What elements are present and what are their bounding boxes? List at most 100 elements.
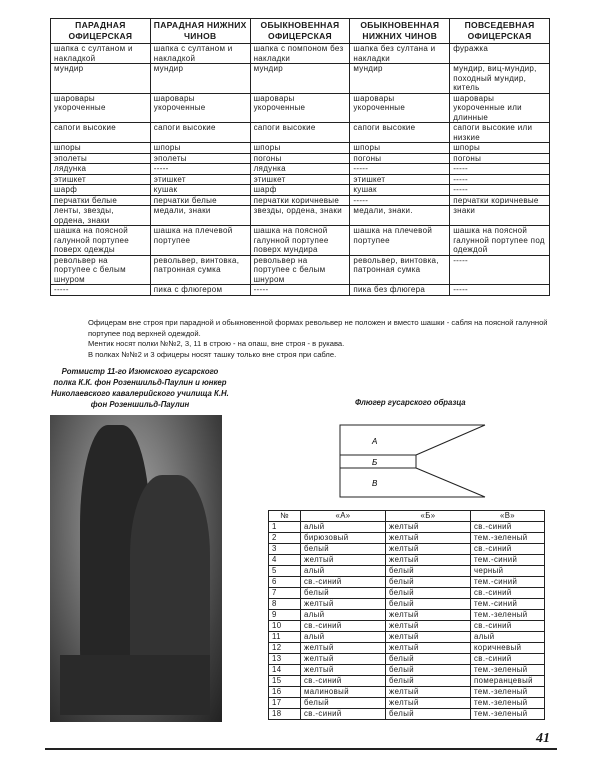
note: Офицерам вне строя при парадной и обыкно… (88, 318, 548, 338)
table-cell: желтый (300, 664, 386, 676)
pennant-upper-edge (415, 424, 486, 456)
table-cell: револьвер на портупее с белым шнуром (50, 254, 151, 285)
table-cell: 6 (268, 576, 301, 588)
table-cell: медали, знаки (149, 205, 251, 226)
pennant-color-table: № «А» «Б» «В» 1 алый желтый св.-синий 2 бирюзовы… (268, 510, 545, 720)
photo (50, 415, 222, 722)
table-cell: сапоги высокие (50, 122, 151, 143)
table-cell: св.-синий (470, 620, 545, 632)
table-cell: св.-синий (300, 675, 386, 687)
table-cell: шарф (50, 184, 151, 196)
table-cell: 2 (268, 532, 301, 544)
table-cell: алый (300, 631, 386, 643)
table-cell: шашка на плечевой портупее (349, 225, 451, 256)
table-cell: шпоры (249, 142, 351, 154)
notes: Офицерам вне строя при парадной и обыкно… (88, 318, 558, 360)
table-cell: белый (300, 587, 386, 599)
table-row: 16 малиновый желтый тем.-зеленый (268, 686, 545, 698)
table-row: шашка на поясной галунной портупее повер… (50, 225, 550, 256)
table-cell: револьвер на портупее с белым шнуром (249, 254, 351, 285)
table-cell: ----- (249, 284, 351, 296)
column-header: ОБЫКНОВЕННАЯ ОФИЦЕРСКАЯ (249, 18, 351, 44)
table-row: 12 желтый желтый коричневый (268, 642, 545, 654)
table-cell: желтый (300, 554, 386, 566)
table-cell: ----- (149, 163, 251, 175)
table-cell: фуражка (449, 43, 550, 64)
table-cell: кушак (349, 184, 451, 196)
table-cell: мундир (149, 63, 251, 94)
table-cell: ----- (50, 284, 151, 296)
pennant-lower-edge (415, 467, 486, 498)
column-header: «А» (300, 510, 386, 522)
table-cell: белый (385, 675, 471, 687)
table-cell: желтый (385, 521, 471, 533)
table-cell: желтый (385, 631, 471, 643)
note: В полках №№2 и 3 офицеры носят ташку тол… (88, 349, 337, 359)
table-cell: 13 (268, 653, 301, 665)
table-cell: 14 (268, 664, 301, 676)
table-cell: погоны (349, 152, 451, 164)
table-cell: шашка на поясной галунной портупее под о… (449, 225, 550, 256)
table-cell: св.-синий (300, 576, 386, 588)
table-cell: пика без флюгера (349, 284, 451, 296)
table-cell: погоны (249, 152, 351, 164)
note: Ментик носят полки №№2, 3, 11 в строю - … (88, 339, 345, 348)
table-row: 14 желтый белый тем.-зеленый (268, 664, 545, 676)
uniform-table: ПАРАДНАЯ ОФИЦЕРСКАЯ ПАРАДНАЯ НИЖНИХ ЧИНОВ… (50, 18, 550, 296)
table-cell: белый (385, 565, 471, 577)
table-row: 1 алый желтый св.-синий (268, 521, 545, 533)
table-cell: шаровары укороченные (50, 92, 151, 123)
table-cell: 12 (268, 642, 301, 654)
table-row: 10 св.-синий желтый св.-синий (268, 620, 545, 632)
table-row: этишкет этишкет этишкет этишкет ----- (50, 173, 550, 185)
table-cell: тем.-зеленый (470, 697, 545, 709)
table-cell: ----- (449, 163, 550, 175)
table-cell: белый (300, 697, 386, 709)
table-cell: белый (385, 708, 471, 720)
table-cell: тем.-синий (470, 554, 545, 566)
table-cell: 15 (268, 675, 301, 687)
table-cell: сапоги высокие или низкие (449, 122, 550, 143)
photo-caption: Ротмистр 11-го Изюмского гусарского полк… (51, 367, 229, 409)
table-row: перчатки белые перчатки белые перчатки кор… (50, 194, 550, 206)
table-cell: тем.-синий (470, 576, 545, 588)
pennant-diagram: А Б В (339, 424, 486, 498)
table-cell: белый (385, 598, 471, 610)
column-header: ОБЫКНОВЕННАЯ НИЖНИХ ЧИНОВ (349, 18, 451, 44)
table-row: шапка с султаном и накладкой шапка с султ… (50, 43, 550, 64)
table-cell: мундир (249, 63, 351, 94)
table-cell: белый (385, 587, 471, 599)
column-header: «Б» (385, 510, 471, 522)
table-cell: св.-синий (470, 587, 545, 599)
table-cell: ----- (449, 173, 550, 185)
table-cell: 7 (268, 587, 301, 599)
table-cell: шаровары укороченные (349, 92, 451, 123)
column-header: ПАРАДНАЯ ОФИЦЕРСКАЯ (50, 18, 151, 44)
table-cell: перчатки белые (50, 194, 151, 206)
label-a: А (371, 437, 377, 446)
table-cell: белый (385, 576, 471, 588)
table-cell: алый (300, 609, 386, 621)
table-cell: померанцевый (470, 675, 545, 687)
table-cell: шаровары укороченные (249, 92, 351, 123)
table-cell: св.-синий (470, 521, 545, 533)
table-row: шпоры шпоры шпоры шпоры шпоры (50, 142, 550, 154)
table-cell: шашка на поясной галунной портупее повер… (249, 225, 351, 256)
table-cell: этишкет (149, 173, 251, 185)
flag-caption: Флюгер гусарского образца (355, 398, 466, 407)
table-cell: эполеты (149, 152, 251, 164)
table-cell: 17 (268, 697, 301, 709)
table-cell: шпоры (149, 142, 251, 154)
table-cell: св.-синий (470, 543, 545, 555)
table-cell: шапка с султаном и накладкой (149, 43, 251, 64)
table-cell: желтый (385, 609, 471, 621)
table-cell: знаки (449, 205, 550, 226)
table-row: шаровары укороченные шаровары укороченные… (50, 92, 550, 123)
table-cell: 3 (268, 543, 301, 555)
table-cell: тем.-синий (470, 598, 545, 610)
table-cell: ----- (449, 284, 550, 296)
table-row: 18 св.-синий белый тем.-зеленый (268, 708, 545, 720)
table-row: 15 св.-синий белый померанцевый (268, 675, 545, 687)
table-cell: 10 (268, 620, 301, 632)
table-cell: этишкет (50, 173, 151, 185)
